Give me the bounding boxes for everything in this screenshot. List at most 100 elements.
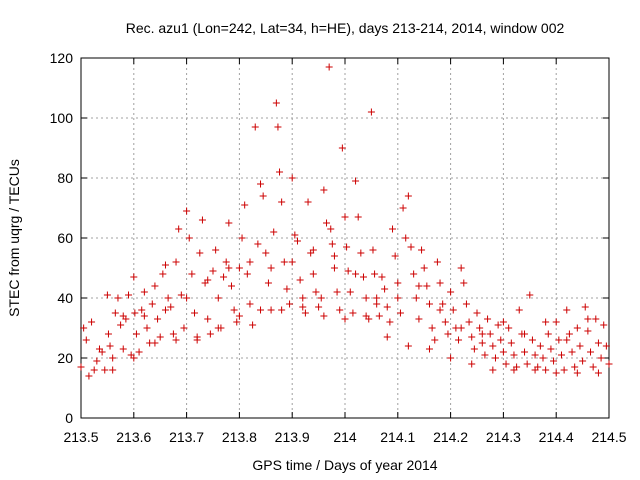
data-point [254, 240, 262, 248]
data-point [502, 360, 510, 368]
data-point [354, 213, 362, 221]
data-point [235, 264, 243, 272]
data-point [198, 216, 206, 224]
data-point [371, 270, 379, 278]
data-point [418, 246, 426, 254]
data-point [235, 312, 243, 320]
data-point [183, 207, 191, 215]
y-tick-label: 40 [57, 290, 73, 306]
data-point [212, 246, 220, 254]
data-point [241, 201, 249, 209]
data-point [478, 330, 486, 338]
data-point [510, 351, 518, 359]
data-point [238, 234, 246, 242]
data-point [552, 369, 560, 377]
y-tick-label: 20 [57, 350, 73, 366]
data-point [407, 243, 415, 251]
data-point [505, 324, 513, 332]
data-point [473, 309, 481, 317]
data-point [88, 318, 96, 326]
data-point [343, 243, 351, 251]
data-point [481, 351, 489, 359]
data-point [404, 342, 412, 350]
data-point [143, 324, 151, 332]
data-point [455, 336, 463, 344]
data-point [338, 144, 346, 152]
data-point [433, 258, 441, 266]
data-point [367, 108, 375, 116]
data-point [214, 294, 222, 302]
data-point [381, 285, 389, 293]
data-point [159, 270, 167, 278]
data-point [391, 252, 399, 260]
data-point [499, 318, 507, 326]
data-point [602, 342, 610, 350]
data-point [320, 186, 328, 194]
data-point [206, 330, 214, 338]
data-point [117, 321, 125, 329]
data-point [222, 258, 230, 266]
data-point [576, 342, 584, 350]
data-point [293, 237, 301, 245]
data-point [98, 348, 106, 356]
data-point [214, 324, 222, 332]
data-point [484, 315, 492, 323]
data-point [77, 363, 85, 371]
data-point [357, 249, 365, 257]
data-point [528, 336, 536, 344]
data-point [373, 294, 381, 302]
data-point [154, 315, 162, 323]
data-point [109, 366, 117, 374]
data-point [204, 276, 212, 284]
data-point [119, 312, 127, 320]
data-point [531, 351, 539, 359]
data-point [386, 318, 394, 326]
data-point [299, 294, 307, 302]
data-point [161, 306, 169, 314]
data-point [444, 330, 452, 338]
data-point [209, 267, 217, 275]
data-point [93, 357, 101, 365]
data-point [457, 324, 465, 332]
y-tick-label: 100 [50, 110, 74, 126]
data-point [523, 360, 531, 368]
data-point [185, 234, 193, 242]
data-point [230, 306, 238, 314]
data-point [196, 249, 204, 257]
data-point [333, 288, 341, 296]
data-point [151, 282, 159, 290]
axis-ticks: 213.5 213.6 213.7 213.8 213.9 214 214.1 214.2 21… [50, 50, 627, 445]
data-point [489, 342, 497, 350]
y-tick-label: 80 [57, 170, 73, 186]
data-point [573, 324, 581, 332]
data-point [362, 312, 370, 320]
data-point [468, 360, 476, 368]
data-point [489, 366, 497, 374]
data-point [309, 246, 317, 254]
x-tick-label: 213.6 [116, 429, 151, 445]
data-point [140, 288, 148, 296]
data-point [383, 303, 391, 311]
data-point [420, 264, 428, 272]
data-point [344, 267, 352, 275]
data-point [299, 303, 307, 311]
data-point [220, 273, 228, 281]
data-point [563, 336, 571, 344]
data-point [164, 294, 172, 302]
data-point [267, 264, 275, 272]
data-point [283, 285, 291, 293]
data-point [274, 123, 282, 131]
data-point [278, 306, 286, 314]
data-point [404, 192, 412, 200]
data-point [301, 309, 309, 317]
data-point [369, 246, 377, 254]
y-tick-label: 0 [65, 410, 73, 426]
data-point [412, 294, 420, 302]
data-point [470, 345, 478, 353]
data-point [246, 258, 254, 266]
data-point [521, 348, 529, 356]
grid-lines [81, 58, 609, 418]
x-tick-label: 214.3 [486, 429, 521, 445]
data-point [552, 318, 560, 326]
